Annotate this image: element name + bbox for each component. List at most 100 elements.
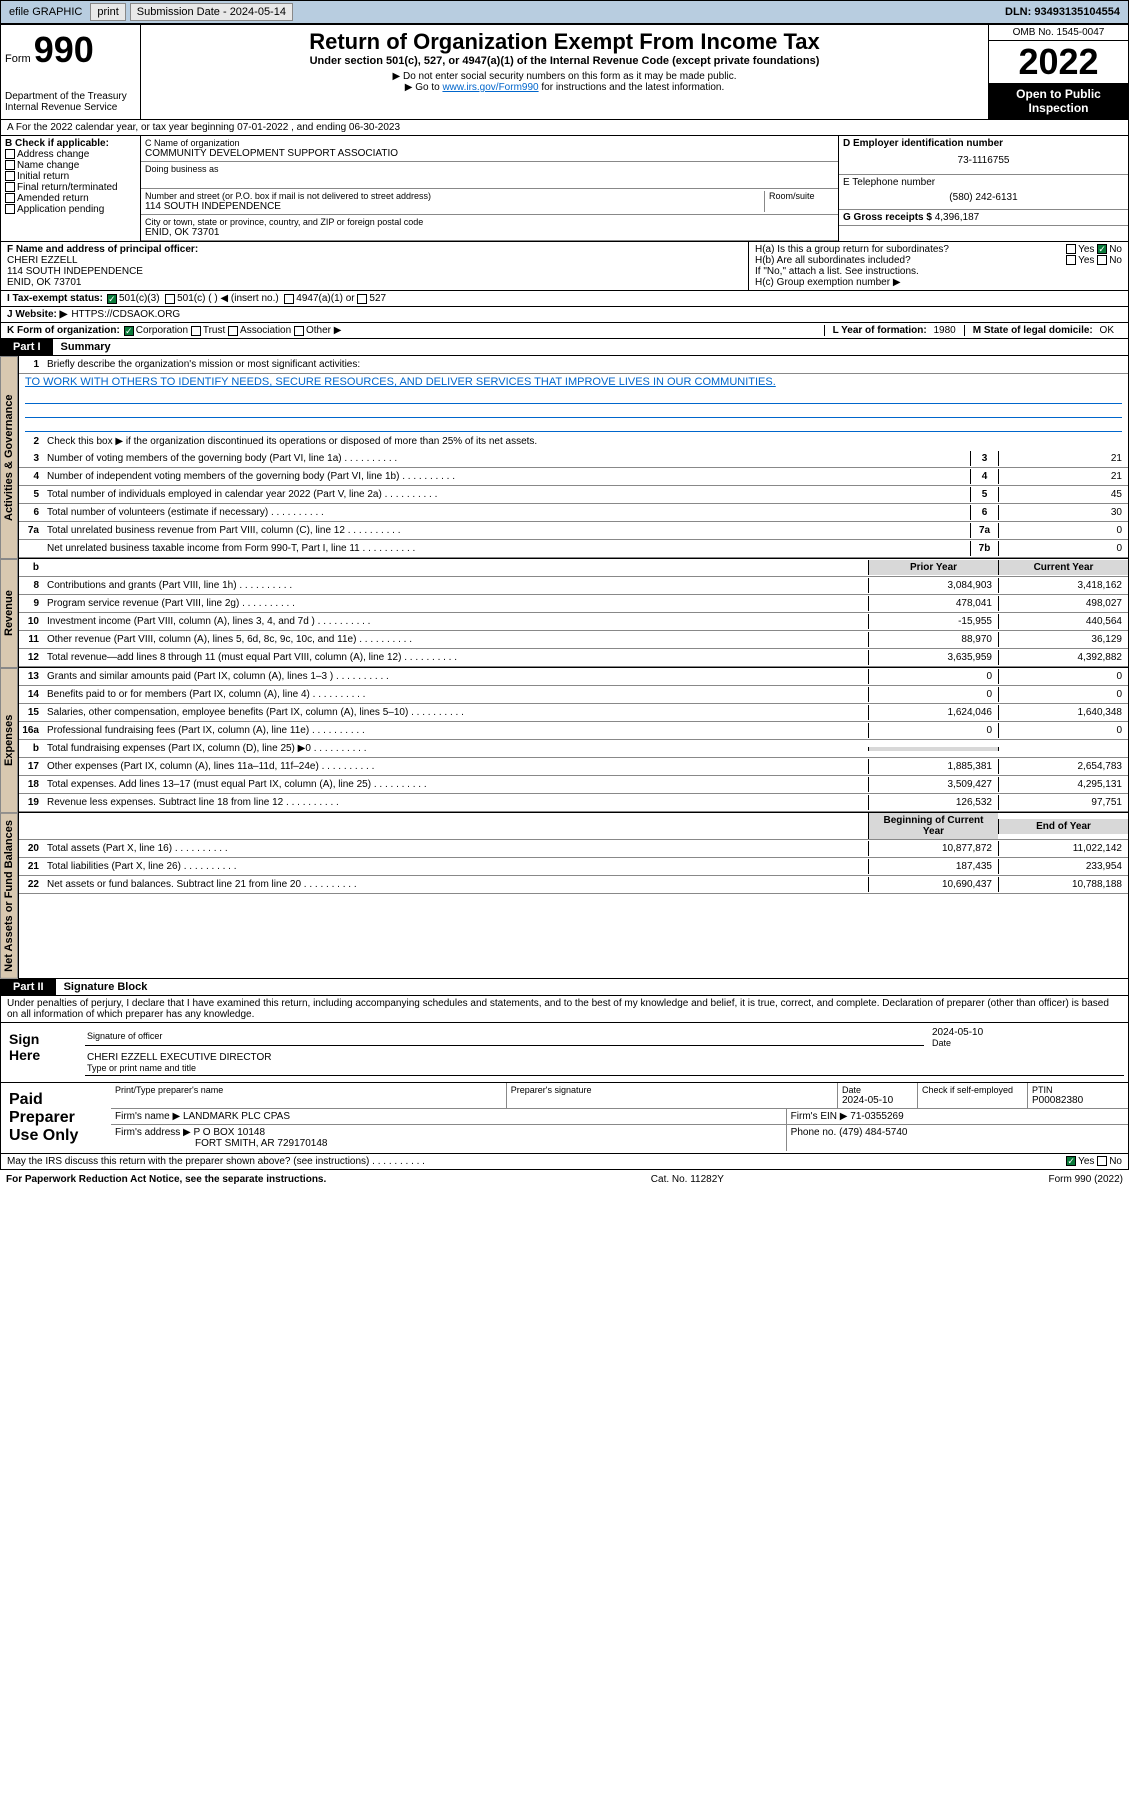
i-527-checkbox[interactable] [357,294,367,304]
hb-label: H(b) Are all subordinates included? [755,255,911,266]
prior-value: 0 [868,687,998,702]
line-box: 3 [970,451,998,466]
sig-date-val: 2024-05-10 [932,1027,1124,1038]
current-value: 97,751 [998,795,1128,810]
i-4947-checkbox[interactable] [284,294,294,304]
checkbox-name-change[interactable] [5,160,15,170]
sig-officer-label: Signature of officer [87,1031,922,1041]
gross-receipts: 4,396,187 [935,212,980,223]
l-label: L Year of formation: [833,325,927,336]
ptin-value: P00082380 [1032,1095,1124,1106]
beg-year-hdr: Beginning of Current Year [868,813,998,839]
discuss-question: May the IRS discuss this return with the… [7,1156,425,1167]
part-2-badge: Part II [1,979,56,995]
dba-label: Doing business as [145,164,834,174]
prior-value: 478,041 [868,596,998,611]
prior-value: 187,435 [868,859,998,874]
k-corp-checkbox[interactable] [124,326,134,336]
line-text: Total assets (Part X, line 16) [43,841,868,856]
current-value: 4,295,131 [998,777,1128,792]
checkbox-amended[interactable] [5,193,15,203]
row-a-taxyear: A For the 2022 calendar year, or tax yea… [0,120,1129,136]
public-inspection: Open to Public Inspection [989,83,1128,119]
e-phone-label: E Telephone number [843,177,1124,188]
prep-date: 2024-05-10 [842,1095,913,1106]
prior-value [868,747,998,751]
line-text: Net unrelated business taxable income fr… [43,541,970,556]
checkbox-initial-return[interactable] [5,171,15,181]
prep-name-label: Print/Type preparer's name [115,1085,502,1095]
f-label: F Name and address of principal officer: [7,244,742,255]
hb-no-checkbox[interactable] [1097,255,1107,265]
ha-no-checkbox[interactable] [1097,244,1107,254]
penalty-statement: Under penalties of perjury, I declare th… [1,996,1128,1022]
checkbox-final-return[interactable] [5,182,15,192]
discuss-no-checkbox[interactable] [1097,1156,1107,1166]
dln-label: DLN: 93493135104554 [999,4,1126,20]
year-box: OMB No. 1545-0047 2022 Open to Public In… [988,25,1128,119]
line-text: Benefits paid to or for members (Part IX… [43,687,868,702]
checkbox-app-pending[interactable] [5,204,15,214]
no-label: No [1109,244,1122,255]
k-other: Other ▶ [306,325,341,336]
self-employed: Check if self-employed [918,1083,1028,1108]
form-id-block: Form 990 Department of the Treasury Inte… [1,25,141,119]
q2-label: Check this box ▶ if the organization dis… [43,434,1128,449]
firm-ein-label: Firm's EIN ▶ [791,1111,848,1122]
end-year-hdr: End of Year [998,819,1128,834]
yes-label-2: Yes [1078,255,1094,266]
line-text: Revenue less expenses. Subtract line 18 … [43,795,868,810]
k-corp: Corporation [136,325,188,336]
part-1-title: Summary [53,339,119,355]
omb-number: OMB No. 1545-0047 [989,25,1128,41]
line-num: 16a [19,725,43,736]
current-value: 0 [998,669,1128,684]
line-text: Contributions and grants (Part VIII, lin… [43,578,868,593]
prep-sig-label: Preparer's signature [511,1085,833,1095]
line-num: 19 [19,797,43,808]
k-trust-checkbox[interactable] [191,326,201,336]
j-label: J Website: ▶ [7,309,67,320]
line-box: 5 [970,487,998,502]
form-label: Form [5,53,31,65]
line-num: b [19,743,43,754]
part-1-badge: Part I [1,339,53,355]
i-501c3-checkbox[interactable] [107,294,117,304]
part-2-title: Signature Block [56,979,156,995]
irs-link[interactable]: www.irs.gov/Form990 [442,82,538,93]
officer-addr: 114 SOUTH INDEPENDENCE [7,266,742,277]
current-value: 11,022,142 [998,841,1128,856]
current-value: 2,654,783 [998,759,1128,774]
prep-date-label: Date [842,1085,913,1095]
line-num: 20 [19,843,43,854]
website-url: HTTPS://CDSAOK.ORG [71,309,180,320]
addr-label: Number and street (or P.O. box if mail i… [145,191,764,201]
k-other-checkbox[interactable] [294,326,304,336]
ag-tab: Activities & Governance [0,356,18,559]
row-k: K Form of organization: Corporation Trus… [0,323,1129,339]
current-year-hdr: Current Year [998,560,1128,575]
line-text: Total expenses. Add lines 13–17 (must eq… [43,777,868,792]
i-501c-checkbox[interactable] [165,294,175,304]
org-name: COMMUNITY DEVELOPMENT SUPPORT ASSOCIATIO [145,148,834,159]
line-text: Total number of individuals employed in … [43,487,970,502]
checkbox-address-change[interactable] [5,149,15,159]
discuss-yes-checkbox[interactable] [1066,1156,1076,1166]
section-f: F Name and address of principal officer:… [1,242,748,290]
prior-year-hdr: Prior Year [868,560,998,575]
tax-year: 2022 [989,41,1128,83]
city-label: City or town, state or province, country… [145,217,834,227]
line-num: 17 [19,761,43,772]
print-button[interactable]: print [90,3,125,21]
line-text: Salaries, other compensation, employee b… [43,705,868,720]
firm-phone: (479) 484-5740 [839,1127,907,1138]
line-text: Investment income (Part VIII, column (A)… [43,614,868,629]
line-value: 30 [998,505,1128,520]
ha-yes-checkbox[interactable] [1066,244,1076,254]
signature-block: Under penalties of perjury, I declare th… [0,996,1129,1170]
no-label-2: No [1109,255,1122,266]
b-item-1: Name change [17,160,79,171]
hb-yes-checkbox[interactable] [1066,255,1076,265]
net-assets-section: Net Assets or Fund Balances Beginning of… [0,813,1129,979]
k-assoc-checkbox[interactable] [228,326,238,336]
